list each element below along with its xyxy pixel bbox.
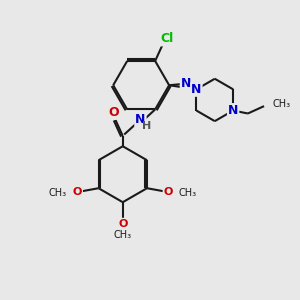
Text: O: O (164, 187, 173, 197)
Text: CH₃: CH₃ (49, 188, 67, 198)
Text: Cl: Cl (160, 32, 174, 45)
Text: N: N (228, 104, 238, 117)
Text: N: N (191, 83, 202, 96)
Text: CH₃: CH₃ (179, 188, 197, 198)
Text: N: N (135, 113, 146, 126)
Text: O: O (109, 106, 119, 119)
Text: H: H (142, 121, 151, 130)
Text: CH₃: CH₃ (114, 230, 132, 240)
Text: O: O (118, 219, 128, 229)
Text: CH₃: CH₃ (272, 99, 290, 109)
Text: N: N (181, 77, 191, 90)
Text: O: O (73, 187, 82, 197)
